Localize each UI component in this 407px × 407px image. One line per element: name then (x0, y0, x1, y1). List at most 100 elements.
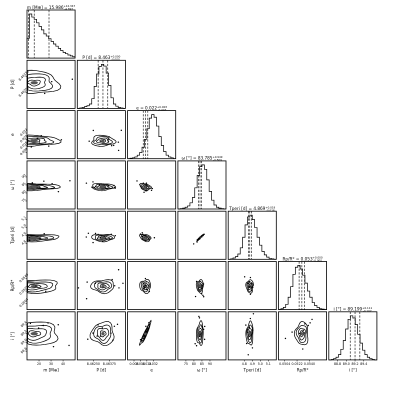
ylabel-omega: ω [°] (10, 180, 15, 190)
xtick-label-i-1: 89.0 (343, 362, 350, 366)
sample-dot (147, 284, 149, 286)
histogram-e (127, 114, 176, 160)
sample-dot (198, 317, 201, 319)
sample-dot (195, 280, 198, 283)
ytick-label-omega-2: 85 (21, 181, 27, 187)
contour-omega-i-2 (196, 324, 203, 344)
sample-dot (145, 182, 148, 184)
title-RpRs: Rp/R* = 0.053+0.000 -0.000 (283, 256, 323, 263)
sample-dot (145, 284, 147, 287)
density-core-m-i (30, 331, 38, 336)
contour-P-omega-1 (96, 184, 110, 189)
sample-dot (148, 322, 150, 324)
sample-dot (97, 324, 99, 326)
sample-dot (203, 233, 205, 235)
contour-P-RpRs-2 (94, 281, 113, 293)
ytick-label-RpRs-0: 0.0504 (18, 297, 29, 308)
sample-dot (139, 338, 142, 341)
sample-dot (113, 186, 116, 189)
sample-dot (85, 298, 88, 300)
contour-P-Tperi-1 (96, 235, 110, 240)
sample-dot (101, 327, 104, 329)
sample-dot (51, 183, 53, 185)
sample-dot (201, 326, 203, 328)
contour-P-RpRs-1 (97, 282, 110, 291)
sample-dot (87, 338, 89, 340)
sample-dot (139, 185, 142, 187)
ytick-label-Tperi-3: 5.1 (21, 215, 27, 221)
xtick-label-e-2: 0.024 (142, 362, 151, 366)
xlabel-omega: ω [°] (197, 367, 207, 372)
sample-dot (92, 181, 94, 183)
xtick-label-e-1: 0.016 (136, 362, 145, 366)
ytick-label-e-0: 0.008 (19, 147, 28, 156)
sample-dot (122, 282, 124, 284)
sample-dot (142, 340, 144, 342)
sample-dot (203, 338, 206, 341)
panel-e-Tperi (127, 210, 177, 260)
density-core-e-Tperi (144, 236, 147, 239)
sample-dot (107, 140, 110, 142)
density-core-m-omega (30, 185, 38, 189)
sample-dot (37, 137, 39, 139)
sample-dot (252, 284, 255, 286)
ytick-label-omega-0: 75 (21, 197, 27, 203)
panel-e-e (127, 110, 177, 160)
contour-RpRs-i-2 (295, 325, 308, 343)
contour-omega-i-3 (196, 320, 204, 346)
contour-m-RpRs-3 (27, 279, 58, 294)
xtick-label-e-0: 0.008 (129, 362, 138, 366)
density-core-m-P (30, 81, 38, 85)
xtick-label-Tperi-1: 4.9 (250, 362, 255, 366)
panel-frame (26, 311, 76, 361)
sample-dot (114, 234, 116, 237)
contour-omega-RpRs-2 (196, 281, 204, 292)
contour-RpRs-i-1 (297, 327, 306, 341)
sample-dot (139, 233, 142, 235)
sample-dot (69, 180, 71, 182)
sample-dot (43, 233, 45, 235)
panel-omega-RpRs (177, 261, 227, 310)
contour-P-i-2 (93, 324, 112, 344)
sample-dot (250, 290, 253, 292)
xtick-label-RpRs-0: 0.0504 (279, 362, 290, 366)
sample-dot (27, 235, 30, 237)
sample-dot (141, 235, 144, 238)
panel-frame (227, 311, 277, 361)
sample-dot (110, 233, 112, 236)
contour-P-e-3 (91, 134, 117, 147)
xlabel-m: m [M⊕] (43, 367, 59, 372)
xtick-label-m-0: 20 (37, 362, 41, 366)
sample-dot (57, 324, 59, 326)
panel-P-omega (76, 160, 126, 210)
contour-m-RpRs-0 (27, 284, 42, 289)
sample-dot (98, 184, 101, 186)
panel-omega-i (177, 311, 227, 362)
sample-dot (139, 184, 141, 186)
panel-P-Tperi (76, 210, 126, 260)
sample-dot (194, 343, 196, 345)
sample-dot (284, 337, 287, 340)
density-core-P-RpRs (101, 285, 105, 288)
xtick-label-m-2: 40 (61, 362, 65, 366)
sample-dot (252, 329, 254, 331)
contour-P-i-3 (89, 321, 115, 346)
sample-dot (52, 345, 55, 348)
panel-m-i (25, 311, 76, 362)
contour-P-e-2 (93, 136, 113, 146)
sample-dot (249, 276, 252, 279)
contour-e-i-2 (141, 323, 151, 342)
title-i: i [°] = 89.199+0.111 -0.107 (334, 306, 373, 313)
contour-P-Tperi-3 (91, 234, 115, 243)
panel-m-P (25, 59, 76, 109)
sample-dot (144, 335, 147, 338)
sample-dot (148, 290, 151, 293)
sample-dot (113, 285, 116, 287)
panel-frame (76, 261, 126, 310)
contour-m-i-0 (28, 330, 42, 338)
panel-frame (76, 110, 126, 160)
sample-dot (202, 283, 205, 285)
xlabel-RpRs: Rp/R* (297, 367, 309, 372)
sample-dot (302, 329, 304, 332)
contour-e-RpRs-1 (142, 282, 149, 291)
